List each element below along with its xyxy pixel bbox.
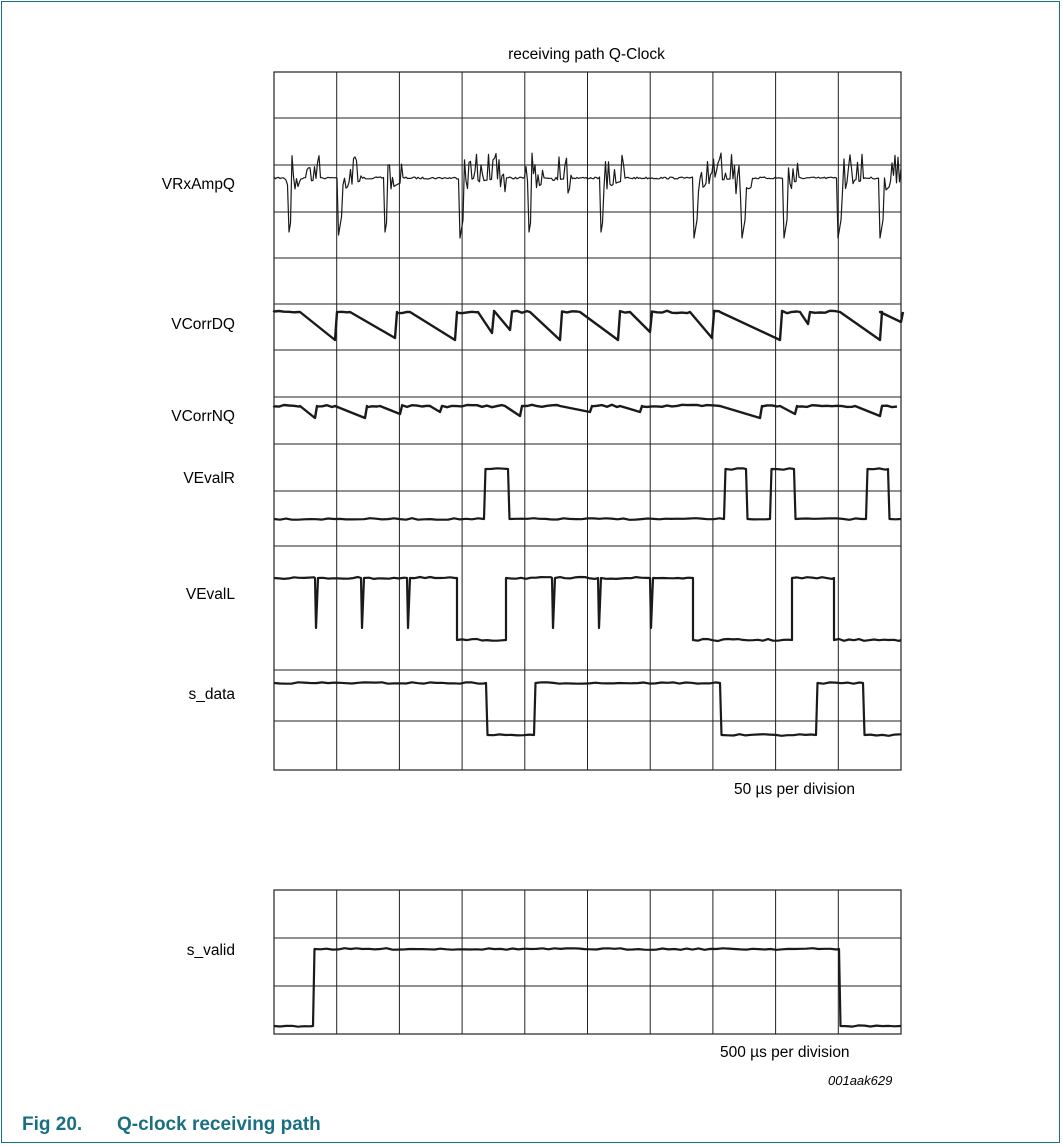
trace-s-valid: [273, 947, 902, 1028]
label-vrxampq: VRxAmpQ: [161, 176, 235, 193]
lower-time-scale: 500 µs per division: [720, 1044, 850, 1061]
label-vcorrdq: VCorrDQ: [171, 316, 235, 333]
label-s-valid: s_valid: [186, 942, 235, 959]
trace-vevalr: [273, 467, 902, 521]
label-vcorrnq: VCorrNQ: [171, 408, 235, 425]
figure-title: receiving path Q-Clock: [508, 46, 665, 63]
upper-time-scale: 50 µs per division: [734, 781, 855, 798]
label-s-data: s_data: [188, 686, 235, 703]
trace-vcorrdq: [272, 309, 905, 342]
trace-s-data: [273, 681, 902, 737]
trace-vrxampq: [273, 152, 902, 239]
label-vevall: VEvalL: [185, 586, 235, 603]
label-vevalr: VEvalR: [183, 470, 235, 487]
caption-number: Fig 20.: [22, 1114, 83, 1135]
caption-text: Q-clock receiving path: [117, 1114, 321, 1135]
figure-caption: Fig 20. Q-clock receiving path: [22, 1114, 321, 1136]
figure-id: 001aak629: [828, 1073, 893, 1088]
trace-vevall: [273, 575, 902, 643]
trace-vcorrnq: [272, 403, 898, 420]
